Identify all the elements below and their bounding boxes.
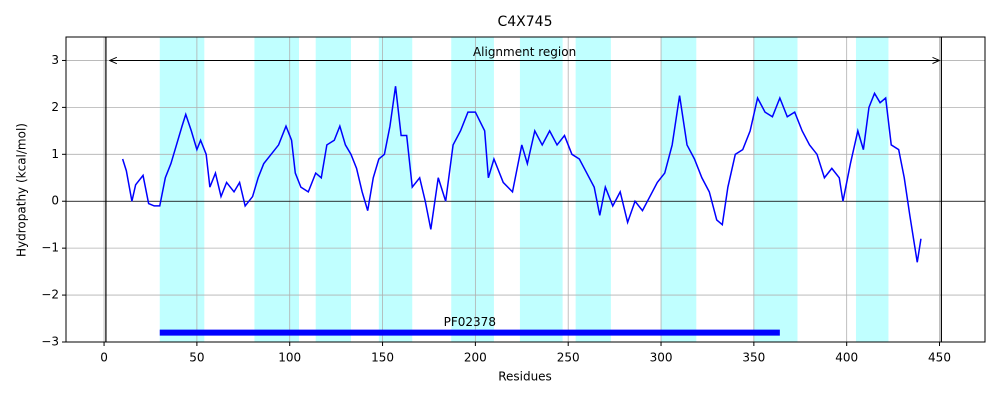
chart-title: C4X745 [498,14,553,30]
x-tick-label: 200 [464,351,487,365]
x-tick-label: 250 [557,351,580,365]
y-tick-label: −1 [41,241,59,255]
y-tick-label: 0 [51,194,59,208]
x-tick-label: 400 [835,351,858,365]
domain-label: PF02378 [444,315,496,329]
y-tick-label: 3 [51,53,59,67]
y-axis-label: Hydropathy (kcal/mol) [15,123,29,257]
x-axis-label: Residues [498,370,552,384]
x-tick-label: 100 [278,351,301,365]
y-tick-label: −3 [41,335,59,349]
x-tick-label: 150 [371,351,394,365]
x-tick-label: 50 [189,351,204,365]
shaded-region [315,37,351,342]
plot-frame [65,36,986,343]
alignment-label: Alignment region [473,45,576,59]
y-tick-label: 1 [51,147,59,161]
shaded-region [855,37,889,342]
shaded-region [661,37,697,342]
shaded-region [753,37,798,342]
shaded-region [451,37,494,342]
shaded-region [519,37,563,342]
hydropathy-line [121,86,922,263]
x-tick-label: 300 [650,351,673,365]
y-tick-label: −2 [41,288,59,302]
shaded-region [378,37,413,342]
x-tick-label: 450 [928,351,951,365]
x-tick-label: 350 [742,351,765,365]
shaded-region [254,37,299,342]
shaded-region [159,37,205,342]
x-tick-label: 0 [100,351,108,365]
y-tick-label: 2 [51,100,59,114]
